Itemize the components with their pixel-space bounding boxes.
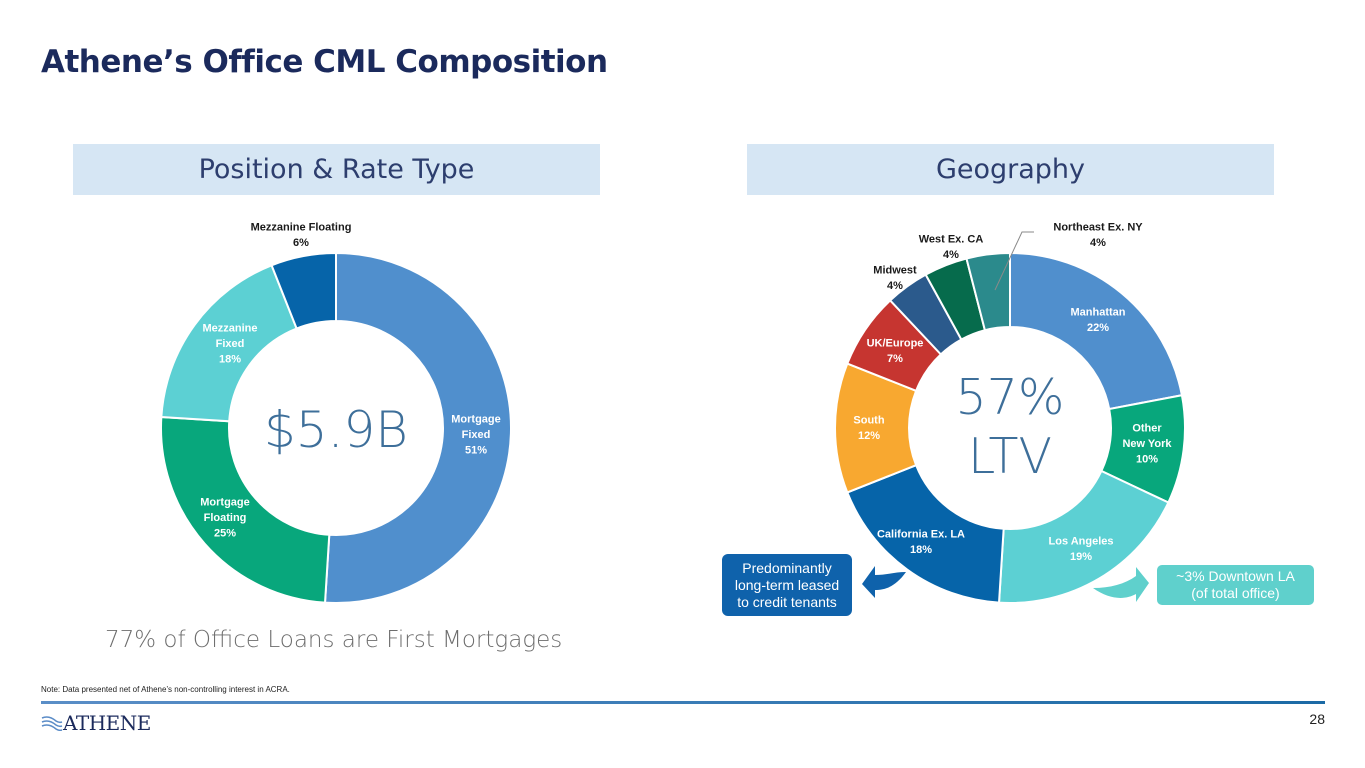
california-callout-arrow <box>862 566 906 598</box>
slice-mortgage-floating <box>160 415 331 604</box>
slice-label-midwest: Midwest 4% <box>873 264 917 292</box>
callout-line: to credit tenants <box>737 593 837 610</box>
slice-label-northeast-ex-ny: Northeast Ex. NY 4% <box>1053 221 1143 249</box>
slice-label-manhattan: Manhattan 22% <box>1071 306 1126 334</box>
california-callout: Predominantly long-term leased to credit… <box>722 554 852 616</box>
athene-logo: ATHENE <box>41 711 151 735</box>
slice-mezzanine-floating <box>270 251 337 330</box>
slice-label-mezzanine-floating: Mezzanine Floating 6% <box>251 221 352 249</box>
callout-line: (of total office) <box>1191 585 1280 601</box>
northeast-leader-line <box>994 231 1034 291</box>
los-angeles-callout-arrow <box>1093 567 1149 602</box>
slice-label-mezzanine-fixed: Mezzanine Fixed 18% <box>202 323 257 366</box>
slice-label-south: South 12% <box>853 414 884 442</box>
slice-label-uk-europe: UK/Europe 7% <box>867 337 924 365</box>
slice-mortgage-fixed <box>323 251 512 604</box>
page-title: Athene’s Office CML Composition <box>41 44 608 80</box>
footnote: Note: Data presented net of Athene’s non… <box>41 685 290 694</box>
athene-wave-icon <box>41 716 63 731</box>
footer-divider <box>41 701 1325 704</box>
callout-line: Predominantly <box>742 559 832 576</box>
slice-northeast-ex-ny <box>965 251 1011 332</box>
slice-label-california-ex-la: California Ex. LA 18% <box>877 528 965 556</box>
slice-label-mortgage-floating: Mortgage Floating 25% <box>200 497 250 540</box>
slice-manhattan <box>1009 251 1184 411</box>
first-mortgage-summary: 77% of Office Loans are First Mortgages <box>105 627 563 653</box>
slice-label-los-angeles: Los Angeles 19% <box>1049 535 1114 563</box>
logo-wordmark: ATHENE <box>63 711 151 735</box>
callout-line: ~3% Downtown LA <box>1176 568 1295 584</box>
donut-center-ltv-label: LTV <box>968 428 1052 485</box>
callout-line: long-term leased <box>734 576 840 593</box>
donut-center-ltv-value: 57% <box>956 369 1065 426</box>
slice-label-west-ex-ca: West Ex. CA 4% <box>919 233 984 261</box>
slice-label-other-new-york: Other New York 10% <box>1122 423 1172 466</box>
page-number: 28 <box>1309 711 1325 727</box>
position-rate-type-header: Position & Rate Type <box>73 144 600 195</box>
geography-header: Geography <box>747 144 1274 195</box>
slice-label-mortgage-fixed: Mortgage Fixed 51% <box>451 414 501 457</box>
donut-center-total: $5.9B <box>264 401 408 459</box>
los-angeles-callout: ~3% Downtown LA (of total office) <box>1157 565 1314 605</box>
